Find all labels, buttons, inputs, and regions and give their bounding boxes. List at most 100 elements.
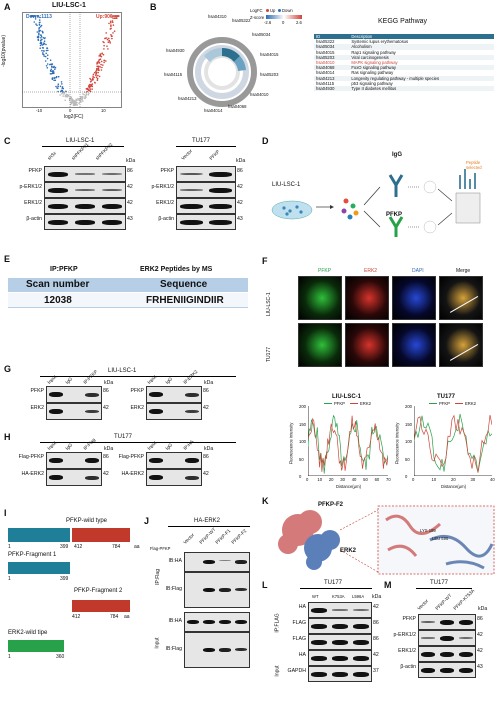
volcano-point <box>42 52 44 54</box>
zscore-tick-1: -2.6 <box>264 20 272 25</box>
legend-pfkp-swatch <box>429 403 437 404</box>
volcano-point <box>100 63 102 66</box>
j-blot-strip <box>184 572 250 608</box>
volcano-point <box>50 68 53 71</box>
h-lane-label: IgG <box>164 442 174 451</box>
kegg-id-cell: hsa05203 <box>314 54 350 61</box>
j-lane-label: PFKP-F2 <box>230 528 248 545</box>
panel-label-a: A <box>4 2 11 12</box>
volcano-point <box>91 85 94 88</box>
volcano-point <box>43 37 46 40</box>
f-plot-xtick: 40 <box>490 477 495 482</box>
kegg-label-9: hsa04213 <box>178 96 197 101</box>
c-left-lane-3: shPFKP#2 <box>94 141 114 161</box>
c-right-lane-1: Vector <box>180 148 194 161</box>
panel-label-c: C <box>4 136 11 146</box>
e-sequence-value: FRHENIIGINDIIR <box>146 295 224 306</box>
l-band <box>311 655 328 661</box>
volcano-point <box>96 67 98 70</box>
l-band <box>352 623 369 629</box>
m-lane-label: PFKP-K753A <box>452 588 476 611</box>
d-schematic <box>271 169 481 237</box>
volcano-point <box>110 21 112 24</box>
volcano-point <box>113 17 116 19</box>
volcano-point <box>42 36 45 39</box>
c-left-title: LIU-LSC-1 <box>66 138 95 144</box>
kegg-label-5: hsa05203 <box>260 72 279 77</box>
l-blot-strip <box>308 650 372 666</box>
volcano-point <box>78 98 81 101</box>
l-input-label: Input <box>274 665 281 677</box>
volcano-point <box>84 97 86 100</box>
f-plot-axes <box>414 406 492 476</box>
c.right-band <box>180 172 203 176</box>
legend-erk2-swatch <box>350 403 358 404</box>
volcano-point <box>51 65 53 67</box>
l-band <box>332 609 348 611</box>
volcano-point <box>36 31 39 33</box>
kegg-desc-cell: MAPK signaling pathway <box>351 60 398 66</box>
volcano-point <box>73 102 75 105</box>
l-row-label: HA <box>298 652 306 658</box>
f-plot-xlabel: Distance(μm) <box>441 484 466 489</box>
kegg-id-cell: hsa04014 <box>316 70 335 76</box>
f-col-2: ERK2 <box>364 268 378 274</box>
e-subtitle: ERK2 Peptides by MS <box>140 266 213 273</box>
volcano-point <box>37 39 40 41</box>
c-left-title-line <box>42 146 124 147</box>
f-col-1: PFKP <box>318 268 332 274</box>
c-left-lane-2: shPFKP#1 <box>70 141 90 161</box>
i-erk-title: ERK2-wild tipe <box>8 630 48 636</box>
kegg-row: hsa05203 Viral carcinogenesis <box>314 54 494 61</box>
c.left-row-label: PFKP <box>28 168 42 174</box>
f-row-1: LIU-LSC-1 <box>266 292 272 316</box>
l-band <box>332 671 348 677</box>
volcano-point <box>53 79 55 82</box>
kegg-desc-cell: Alcoholism <box>349 44 494 50</box>
m-row-label: ERK1/2 <box>398 648 416 654</box>
volcano-point <box>62 87 64 90</box>
l-band <box>332 623 348 629</box>
g.left-band <box>49 392 63 397</box>
volcano-point <box>103 44 105 47</box>
volcano-point <box>39 16 41 19</box>
g.left-blot-strip <box>46 386 102 403</box>
g.right-band <box>149 409 163 414</box>
c.right-band <box>209 203 232 209</box>
m-band <box>421 621 436 623</box>
volcano-point <box>41 44 44 46</box>
kegg-id-cell: hsa04015 <box>316 49 335 55</box>
c.right-band <box>180 203 203 209</box>
volcano-point <box>102 53 105 56</box>
f-plot-ytick: 150 <box>299 421 306 427</box>
l-kda: 42 <box>373 604 379 610</box>
kegg-header-desc: Description <box>349 34 494 40</box>
volcano-point <box>95 72 98 75</box>
volcano-point <box>38 30 40 33</box>
l-lane-label: WT <box>312 594 319 599</box>
volcano-point <box>78 102 80 104</box>
f-plot-ytick: 100 <box>405 439 412 444</box>
volcano-down-label: Down:1113 <box>26 14 52 20</box>
f-micrograph <box>392 276 436 320</box>
h.right-band <box>149 458 163 463</box>
f-plot-xtick: 0 <box>306 477 309 482</box>
m-band <box>439 667 455 673</box>
volcano-point <box>46 63 49 65</box>
g.right-row-label: PFKP <box>130 388 144 394</box>
i-f1-a: 1 <box>8 576 11 582</box>
volcano-point <box>106 38 109 41</box>
volcano-plot <box>22 12 122 108</box>
j-band <box>219 620 231 624</box>
f-plot-xtick: 70 <box>386 477 391 482</box>
volcano-point <box>106 45 108 47</box>
volcano-point <box>47 49 49 52</box>
f-col-3: DAPI <box>412 268 424 274</box>
volcano-point <box>65 90 67 93</box>
volcano-point <box>51 72 54 75</box>
panel-label-l: L <box>262 580 268 590</box>
l-blot-strip <box>308 634 372 650</box>
j-band <box>203 620 215 624</box>
f-plot-xtick: 10 <box>431 477 437 482</box>
kegg-desc-cell: Type II diabetes mellitus <box>349 86 494 92</box>
